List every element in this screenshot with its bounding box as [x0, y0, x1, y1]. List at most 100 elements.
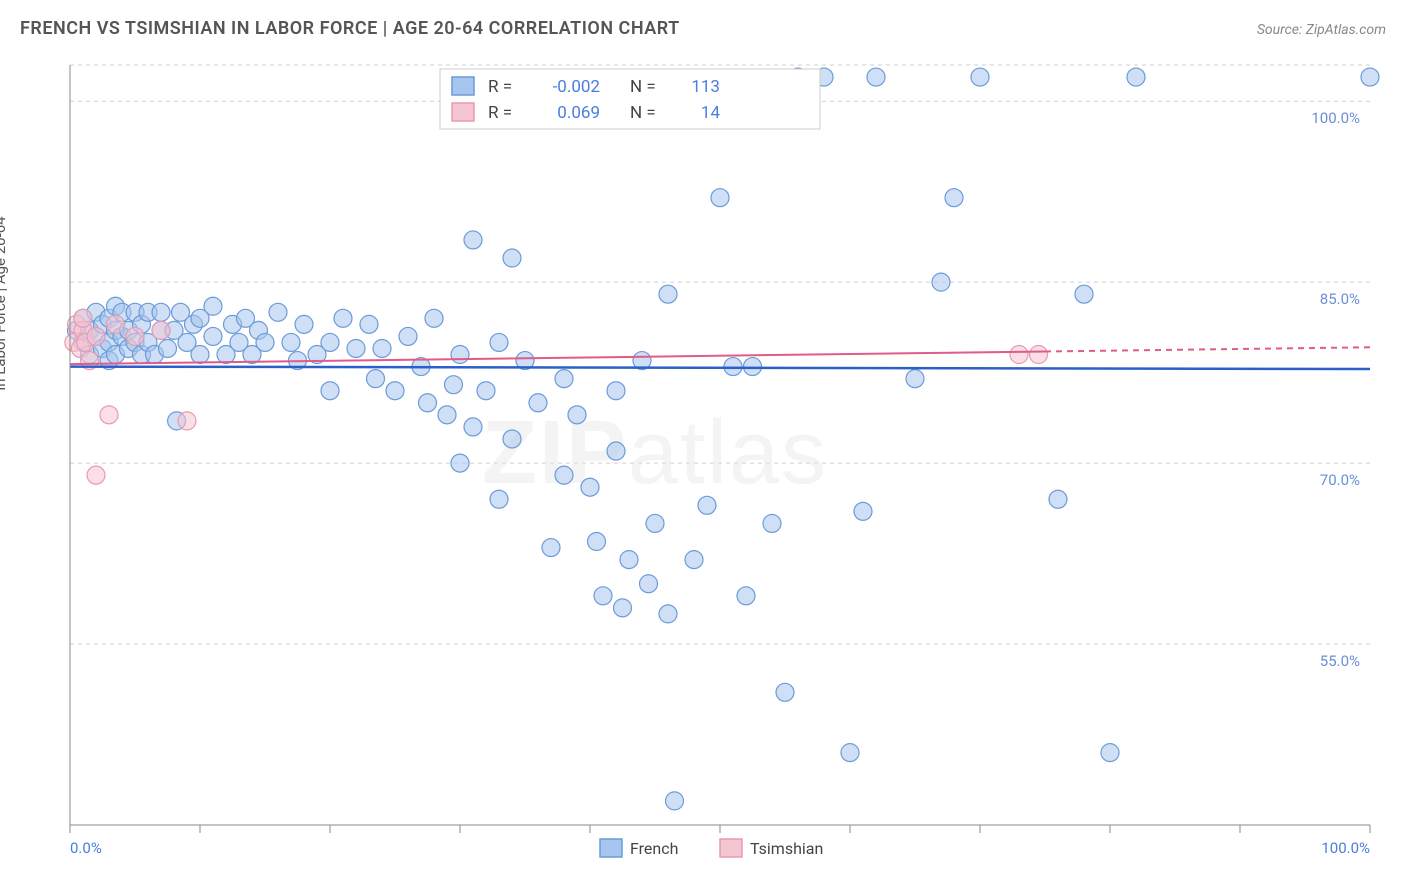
data-point: [763, 514, 781, 532]
legend-swatch-tsimshian: [720, 839, 742, 857]
data-point: [581, 478, 599, 496]
legend-r-label: R =: [488, 103, 512, 123]
data-point: [477, 382, 495, 400]
legend-r-tsimshian: 0.069: [557, 103, 600, 123]
data-point: [152, 303, 170, 321]
x-min-label: 0.0%: [70, 839, 102, 857]
data-point: [932, 273, 950, 291]
data-point: [1361, 68, 1379, 86]
legend-swatch-french: [600, 839, 622, 857]
trend-line-french: [70, 367, 1370, 369]
data-point: [737, 587, 755, 605]
data-point: [666, 792, 684, 810]
data-point: [607, 442, 625, 460]
data-point: [1075, 285, 1093, 303]
source-credit: Source: ZipAtlas.com: [1257, 22, 1386, 38]
data-point: [464, 231, 482, 249]
data-point: [386, 382, 404, 400]
watermark: ZIPatlas: [482, 403, 828, 503]
data-point: [503, 249, 521, 267]
data-point: [854, 502, 872, 520]
legend-n-label: N =: [630, 103, 656, 123]
legend-swatch-tsimshian: [452, 103, 474, 121]
y-tick-label: 85.0%: [1320, 290, 1360, 308]
data-point: [1049, 490, 1067, 508]
data-point: [1030, 346, 1048, 364]
data-point: [711, 189, 729, 207]
data-point: [152, 321, 170, 339]
data-point: [204, 327, 222, 345]
data-point: [74, 309, 92, 327]
data-point: [159, 339, 177, 357]
data-point: [451, 346, 469, 364]
data-point: [445, 376, 463, 394]
chart-area: In Labor Force | Age 20-64 55.0%70.0%85.…: [10, 55, 1396, 882]
data-point: [334, 309, 352, 327]
data-point: [321, 382, 339, 400]
data-point: [438, 406, 456, 424]
legend-r-label: R =: [488, 77, 512, 97]
trend-line-tsimshian: [70, 352, 1045, 365]
legend-n-tsimshian: 14: [701, 103, 721, 123]
data-point: [867, 68, 885, 86]
data-point: [529, 394, 547, 412]
data-point: [399, 327, 417, 345]
x-max-label: 100.0%: [1321, 839, 1370, 857]
trend-line-tsimshian-extrapolated: [1045, 347, 1370, 351]
data-point: [776, 683, 794, 701]
data-point: [87, 466, 105, 484]
data-point: [1101, 744, 1119, 762]
y-axis-label: In Labor Force | Age 20-64: [0, 216, 9, 390]
data-point: [945, 189, 963, 207]
data-point: [1010, 346, 1028, 364]
legend-label-french: French: [630, 839, 678, 858]
data-point: [698, 496, 716, 514]
data-point: [451, 454, 469, 472]
data-point: [360, 315, 378, 333]
data-point: [620, 551, 638, 569]
data-point: [490, 490, 508, 508]
data-point: [256, 333, 274, 351]
data-point: [906, 370, 924, 388]
data-point: [568, 406, 586, 424]
data-point: [555, 370, 573, 388]
data-point: [594, 587, 612, 605]
data-point: [646, 514, 664, 532]
scatter-chart: 55.0% 70.0% 85.0% 100.0% ZIPatlas 0.0% 100.0% R…: [10, 55, 1396, 882]
chart-title: FRENCH VS TSIMSHIAN IN LABOR FORCE | AGE…: [20, 18, 680, 39]
y-tick-label: 100.0%: [1311, 109, 1360, 127]
data-point: [204, 297, 222, 315]
data-point: [841, 744, 859, 762]
data-point: [269, 303, 287, 321]
data-point: [178, 412, 196, 430]
data-point: [607, 382, 625, 400]
legend-label-tsimshian: Tsimshian: [750, 839, 823, 858]
data-point: [685, 551, 703, 569]
data-point: [542, 539, 560, 557]
data-point: [100, 406, 118, 424]
data-point: [971, 68, 989, 86]
data-point: [659, 605, 677, 623]
data-point: [555, 466, 573, 484]
legend-n-french: 113: [691, 77, 720, 97]
data-point: [295, 315, 313, 333]
data-point: [107, 315, 125, 333]
y-tick-label: 70.0%: [1320, 471, 1360, 489]
y-tick-label: 55.0%: [1320, 652, 1360, 670]
data-point: [425, 309, 443, 327]
data-point: [1127, 68, 1145, 86]
data-point: [659, 285, 677, 303]
data-point: [614, 599, 632, 617]
legend-r-french: -0.002: [553, 77, 600, 97]
data-point: [126, 327, 144, 345]
data-point: [490, 333, 508, 351]
legend-swatch-french: [452, 77, 474, 95]
legend-n-label: N =: [630, 77, 656, 97]
data-point: [191, 346, 209, 364]
data-point: [744, 358, 762, 376]
data-point: [588, 533, 606, 551]
data-point: [640, 575, 658, 593]
data-point: [419, 394, 437, 412]
data-point: [282, 333, 300, 351]
data-point: [503, 430, 521, 448]
